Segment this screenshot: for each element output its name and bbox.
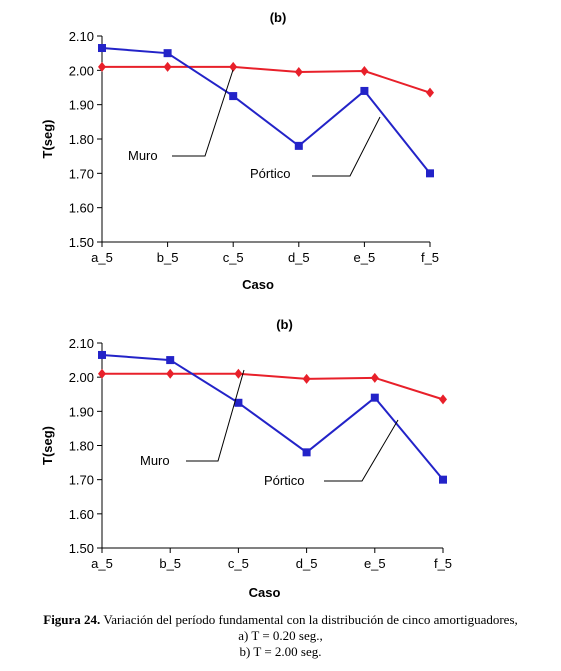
caption-line-3: b) T = 2.00 seg. [239, 644, 322, 659]
x-tick-label: b_5 [157, 250, 179, 265]
caption-label: Figura 24. [43, 612, 101, 627]
series-line-muro [102, 65, 431, 94]
data-point-diamond [294, 67, 303, 78]
data-point-square [302, 448, 311, 457]
y-tick-label: 2.00 [69, 370, 94, 385]
x-tick-label: c_5 [228, 556, 249, 571]
x-tick-label: e_5 [354, 250, 376, 265]
chart-2: (b) 1.50 1.60 1.70 1.80 1.90 2.00 2.10 a_5 b_5 c_5… [40, 317, 452, 600]
data-point-square [98, 44, 106, 53]
series-label-pórtico: Pórtico [264, 473, 304, 488]
callout-leader-line [324, 419, 399, 482]
caption-text: Variación del período fundamental con la… [100, 612, 518, 627]
series-line-muro [102, 372, 444, 401]
x-tick-label: f_5 [421, 250, 439, 265]
y-tick-label: 1.90 [69, 404, 94, 419]
data-point-square [439, 475, 447, 484]
figure-caption: Figura 24. Variación del período fundame… [0, 612, 561, 660]
y-tick-label: 1.60 [69, 507, 94, 522]
x-tick-label: d_5 [296, 556, 318, 571]
data-point-diamond [163, 61, 172, 72]
y-axis-label: T(seg) [40, 426, 55, 465]
y-tick-label: 1.50 [69, 541, 94, 556]
x-tick-label: e_5 [364, 556, 386, 571]
chart-title: (b) [276, 317, 293, 332]
y-tick-label: 1.70 [69, 473, 94, 488]
data-point-diamond [234, 368, 243, 379]
figure-charts: (b) 1.50 1.60 1.70 1.80 1.90 2.00 2.10 a_5 b_5 c_5… [40, 10, 452, 600]
callout-leader-line [312, 116, 381, 177]
callout-leader-line [172, 69, 234, 157]
caption-line-2: a) T = 0.20 seg., [238, 628, 323, 643]
data-point-square [234, 398, 243, 407]
x-tick-label: c_5 [223, 250, 244, 265]
x-tick-label: a_5 [91, 250, 113, 265]
data-point-diamond [166, 368, 175, 379]
data-point-diamond [98, 368, 106, 379]
callout-leader-line [186, 369, 245, 462]
y-tick-label: 2.00 [69, 63, 94, 78]
data-point-diamond [302, 373, 311, 384]
x-axis-label: Caso [249, 585, 281, 600]
series-label-muro: Muro [140, 453, 170, 468]
x-tick-label: f_5 [434, 556, 452, 571]
data-point-diamond [426, 87, 434, 98]
series-line-pórtico [101, 47, 431, 174]
x-tick-label: d_5 [288, 250, 310, 265]
data-point-diamond [360, 66, 369, 77]
data-point-square [360, 86, 369, 95]
data-point-diamond [370, 372, 379, 383]
x-tick-label: b_5 [159, 556, 181, 571]
y-tick-label: 1.50 [69, 235, 94, 250]
series-line-pórtico [101, 353, 444, 481]
y-tick-label: 1.70 [69, 166, 94, 181]
y-tick-label: 1.80 [69, 132, 94, 147]
data-point-diamond [439, 394, 447, 405]
series-label-muro: Muro [128, 148, 158, 163]
chart-1: (b) 1.50 1.60 1.70 1.80 1.90 2.00 2.10 a_5 b_5 c_5… [40, 10, 439, 292]
data-point-square [370, 393, 379, 402]
data-point-square [98, 350, 106, 359]
x-axis-label: Caso [242, 277, 274, 292]
data-point-diamond [229, 61, 238, 72]
data-point-diamond [98, 61, 106, 72]
y-tick-label: 1.80 [69, 439, 94, 454]
y-tick-label: 2.10 [69, 336, 94, 351]
data-point-square [166, 356, 175, 365]
y-tick-label: 2.10 [69, 29, 94, 44]
data-point-square [229, 92, 238, 101]
data-point-square [426, 169, 434, 178]
y-axis-label: T(seg) [40, 120, 55, 159]
chart-title: (b) [270, 10, 287, 25]
series-label-pórtico: Pórtico [250, 166, 290, 181]
x-tick-label: a_5 [91, 556, 113, 571]
data-point-square [163, 49, 172, 58]
data-point-square [294, 141, 303, 150]
y-tick-label: 1.90 [69, 98, 94, 113]
y-tick-label: 1.60 [69, 201, 94, 216]
